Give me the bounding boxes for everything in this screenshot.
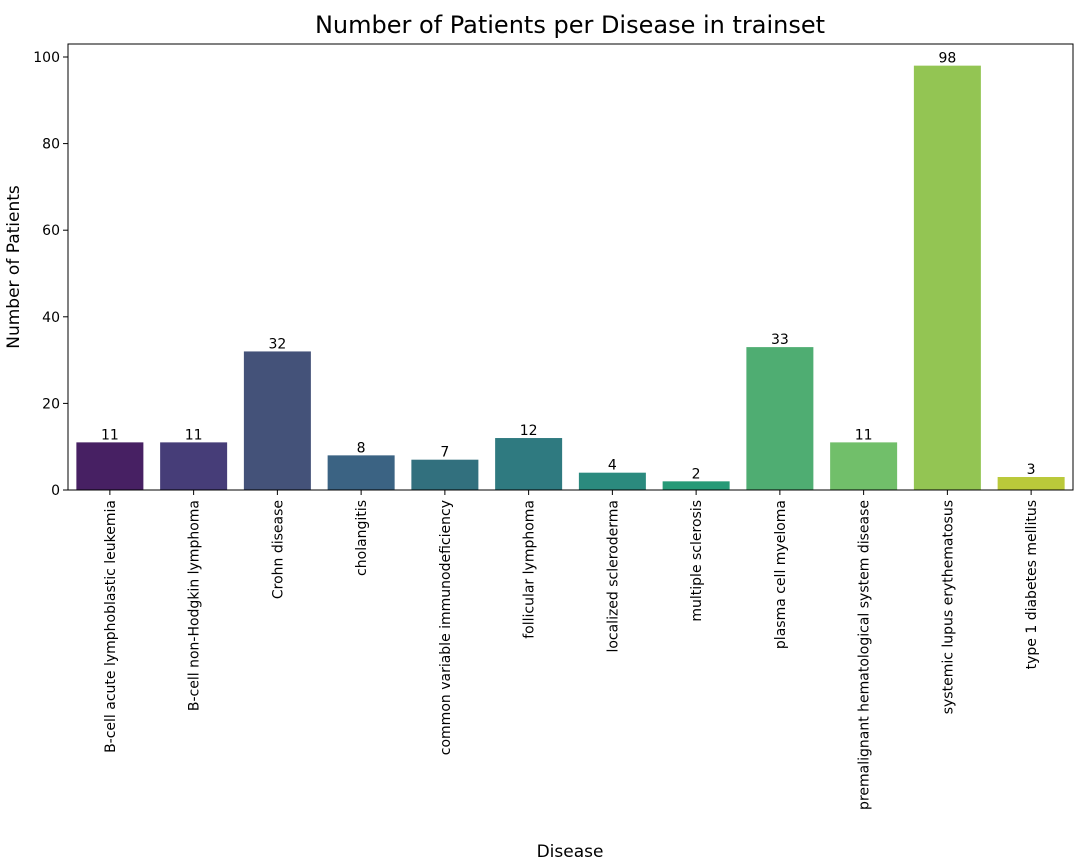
x-tick-label: type 1 diabetes mellitus <box>1024 500 1040 669</box>
y-tick-label: 0 <box>51 483 60 499</box>
y-tick-label: 40 <box>42 310 60 326</box>
chart-title: Number of Patients per Disease in trains… <box>315 11 825 39</box>
bar-value-label: 11 <box>855 427 873 443</box>
bar <box>411 459 479 490</box>
bar-value-label: 2 <box>692 466 701 482</box>
bar-value-label: 8 <box>357 440 366 456</box>
x-tick-label: common variable immunodeficiency <box>438 500 454 755</box>
x-tick-label: premalignant hematological system diseas… <box>857 500 873 810</box>
x-tick-label: cholangitis <box>354 500 370 576</box>
bar <box>327 455 395 490</box>
y-tick-label: 100 <box>33 50 60 66</box>
bar-value-label: 3 <box>1027 462 1036 478</box>
bar <box>913 65 981 491</box>
x-tick-label: plasma cell myeloma <box>773 500 789 649</box>
x-tick-label: Crohn disease <box>270 500 286 599</box>
bar-value-label: 11 <box>185 427 203 443</box>
bar <box>662 481 730 490</box>
plot-area: 11 11 32 8 7 12 4 2 33 11 98 3 0 20 40 60 80 100 B-cell ac… <box>33 43 1074 810</box>
bar <box>160 442 228 490</box>
x-tick-label: multiple sclerosis <box>689 500 705 622</box>
x-tick-label: follicular lymphoma <box>522 500 538 639</box>
bar-value-label: 12 <box>520 423 538 439</box>
bar <box>746 347 814 490</box>
plot-frame <box>67 43 1074 491</box>
bar <box>578 472 646 490</box>
x-tick-label: B-cell non-Hodgkin lymphoma <box>187 500 203 711</box>
bar <box>76 442 144 490</box>
x-tick-label: localized scleroderma <box>605 500 621 653</box>
bar-value-label: 33 <box>771 332 789 348</box>
bar-value-label: 4 <box>608 458 617 474</box>
x-axis-label: Disease <box>537 842 604 862</box>
bar-value-label: 11 <box>101 427 119 443</box>
bar <box>495 438 563 490</box>
bar-value-label: 98 <box>938 51 956 67</box>
bar <box>830 442 898 490</box>
x-tick-label: systemic lupus erythematosus <box>940 500 956 714</box>
y-tick-label: 80 <box>42 137 60 153</box>
bar <box>997 477 1065 490</box>
bar-value-label: 32 <box>268 336 286 352</box>
bar <box>243 351 311 490</box>
bar-value-label: 7 <box>440 445 449 461</box>
y-tick-label: 60 <box>42 223 60 239</box>
y-axis-label: Number of Patients <box>4 185 24 349</box>
x-tick-label: B-cell acute lymphoblastic leukemia <box>103 500 119 753</box>
y-tick-label: 20 <box>42 396 60 412</box>
